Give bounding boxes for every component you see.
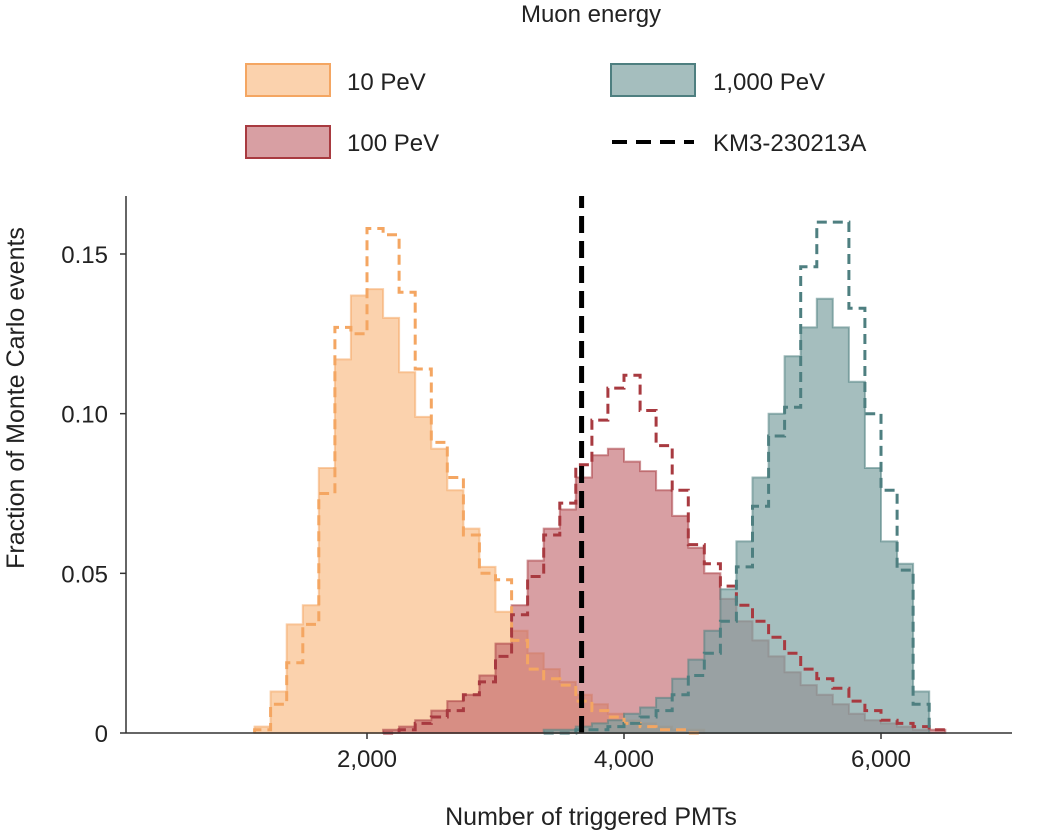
y-tick-label-0: 0 xyxy=(95,721,108,748)
dashed-histogram-10pev xyxy=(253,227,705,735)
x-tick-label-1: 4,000 xyxy=(594,746,654,773)
filled-histogram-1000pev xyxy=(542,297,931,734)
y-tick-label-3: 0.15 xyxy=(61,242,108,269)
legend-title: Muon energy xyxy=(521,1,661,28)
legend-swatch-10pev xyxy=(245,63,331,97)
y-tick-label-1: 0.05 xyxy=(61,561,108,588)
y-tick-label-2: 0.10 xyxy=(61,402,108,429)
dashed-histogram-100pev xyxy=(383,373,947,735)
y-axis-label: Fraction of Monte Carlo events xyxy=(2,227,30,569)
series-1000pev xyxy=(542,297,931,734)
legend-swatch-1000pev xyxy=(610,63,696,97)
dashed-histogram-1000pev xyxy=(543,220,931,735)
x-tick-label-2: 6,000 xyxy=(851,746,911,773)
legend: Muon energy 10 PeV 1,000 PeV 100 PeV KM3… xyxy=(245,1,866,159)
legend-label-10pev: 10 PeV xyxy=(347,69,426,96)
x-axis-label: Number of triggered PMTs xyxy=(445,803,737,831)
histogram-series xyxy=(253,220,947,735)
ticks: 2,000 4,000 6,000 0 0.05 0.10 0.15 xyxy=(61,242,911,773)
legend-label-km3: KM3-230213A xyxy=(713,130,866,157)
axes xyxy=(125,196,1012,734)
x-tick-label-0: 2,000 xyxy=(337,746,397,773)
legend-swatch-100pev xyxy=(245,125,331,159)
legend-label-100pev: 100 PeV xyxy=(347,130,439,157)
legend-label-1000pev: 1,000 PeV xyxy=(713,69,825,96)
